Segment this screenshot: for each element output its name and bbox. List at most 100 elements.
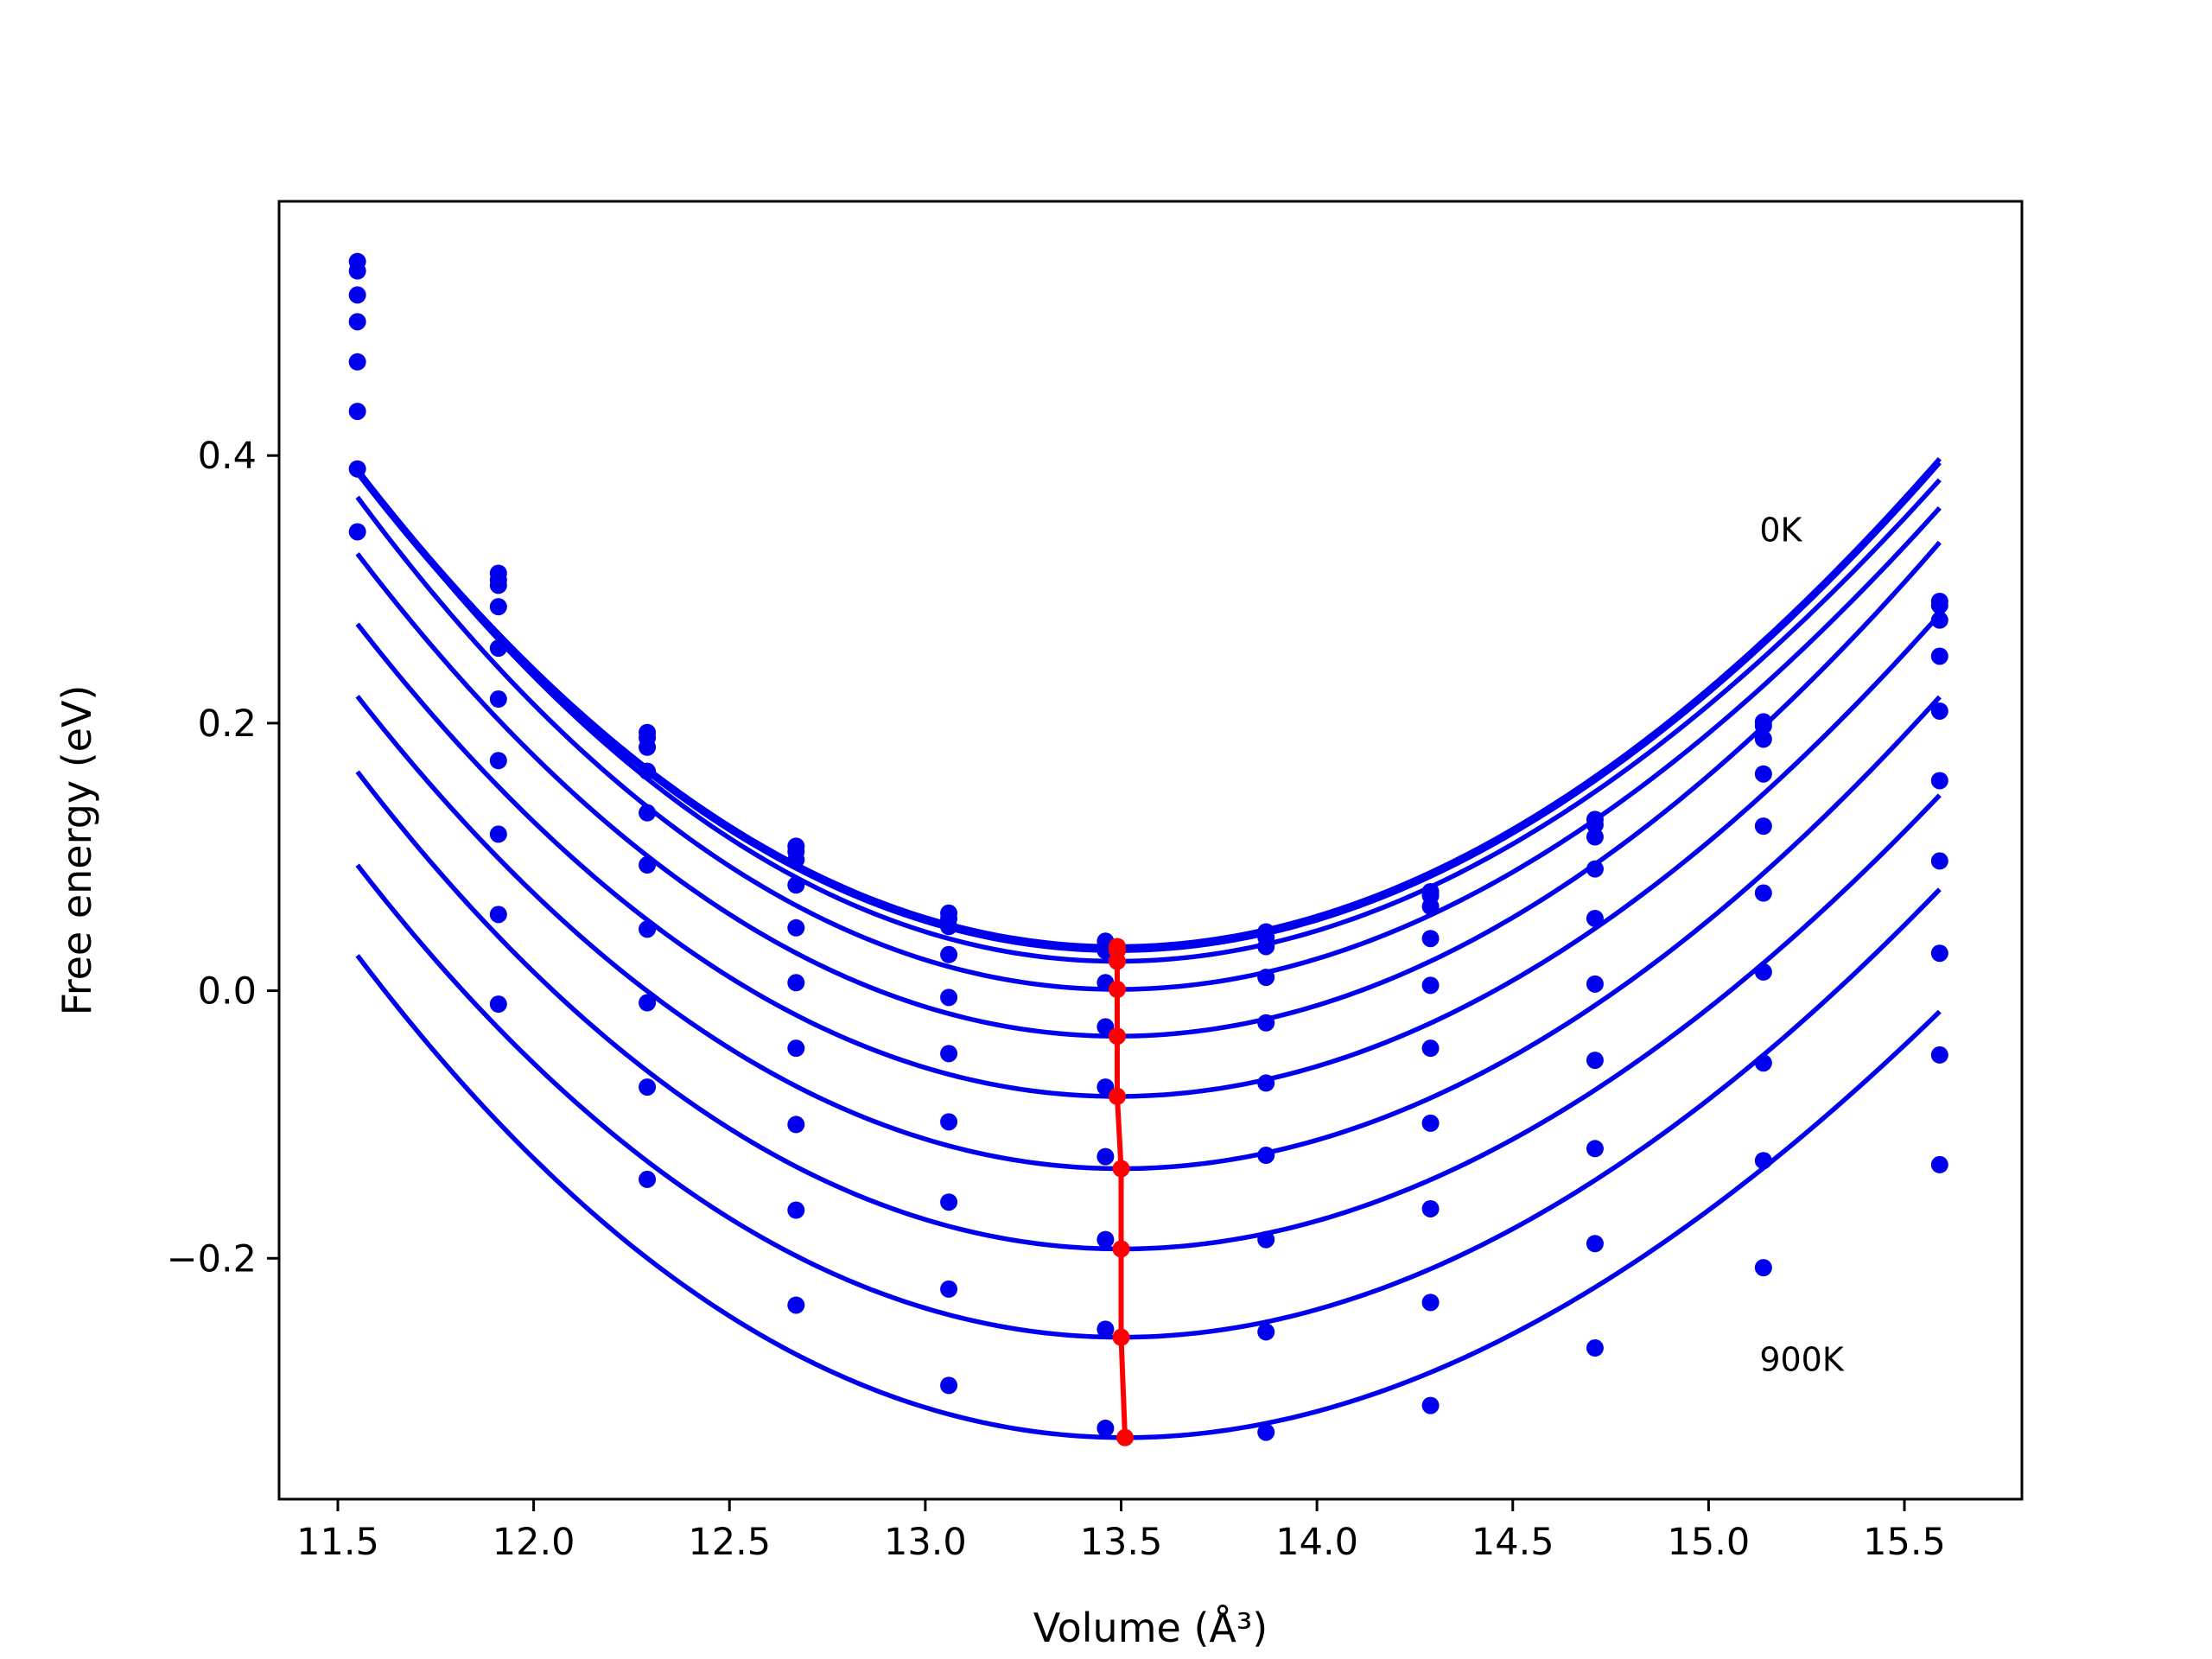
data-point-s8-5	[1096, 1320, 1115, 1338]
data-point-s8-7	[1421, 1294, 1440, 1312]
data-point-s9-10	[1930, 1155, 1948, 1173]
data-point-s6-8	[1586, 1052, 1604, 1070]
minimum-line-group	[1108, 938, 1135, 1446]
data-point-s4-0	[348, 353, 366, 371]
data-point-s4-5	[1096, 1018, 1115, 1036]
data-point-s5-8	[1586, 975, 1604, 993]
data-point-s4-8	[1586, 909, 1604, 927]
minimum-point-6	[1112, 1160, 1130, 1178]
data-point-s3-7	[1421, 930, 1440, 948]
x-tick-label-0: 11.5	[296, 1521, 379, 1564]
annotation-900k: 900K	[1759, 1340, 1845, 1378]
data-point-s8-3	[787, 1201, 805, 1219]
data-point-s3-4	[940, 945, 958, 963]
data-point-s9-3	[787, 1296, 805, 1314]
data-point-s5-7	[1421, 1039, 1440, 1058]
data-point-s4-7	[1421, 976, 1440, 995]
data-point-s2-8	[1586, 828, 1604, 846]
data-point-s7-9	[1754, 1054, 1772, 1072]
data-point-s6-3	[787, 1039, 805, 1058]
data-point-s2-6	[1257, 938, 1275, 956]
data-point-s7-1	[489, 825, 507, 843]
minimum-point-8	[1112, 1328, 1130, 1346]
data-point-s9-4	[940, 1376, 958, 1395]
minimum-point-4	[1108, 1027, 1126, 1046]
data-point-s2-0	[348, 286, 366, 304]
minimum-point-9	[1116, 1428, 1135, 1446]
data-point-s2-7	[1421, 898, 1440, 916]
data-point-s7-2	[639, 994, 657, 1012]
data-point-s5-4	[940, 1045, 958, 1063]
data-point-s6-1	[489, 752, 507, 770]
data-point-s1-10	[1930, 596, 1948, 614]
data-point-s9-7	[1421, 1396, 1440, 1414]
plot-frame	[277, 200, 2024, 1501]
data-point-s3-6	[1257, 969, 1275, 987]
data-point-s5-1	[489, 690, 507, 709]
fit-curve-9	[355, 954, 1942, 1440]
data-point-s3-8	[1586, 860, 1604, 878]
fit-curve-2	[355, 467, 1942, 964]
fit-curve-7	[355, 770, 1942, 1252]
x-axis-ticks: 11.5 12.0 12.5 13.0 13.5 14.0 14.5 15.0 15.5	[296, 1499, 1946, 1564]
data-point-s5-6	[1257, 1074, 1275, 1092]
fit-curve-8	[355, 863, 1942, 1340]
data-point-s3-1	[489, 598, 507, 616]
minimum-energy-line	[1114, 946, 1128, 1438]
y-tick-label-1: 0.0	[198, 970, 257, 1014]
data-point-s8-9	[1754, 1152, 1772, 1170]
data-point-s5-9	[1754, 884, 1772, 902]
data-point-s2-1	[489, 576, 507, 594]
data-point-s7-6	[1257, 1230, 1275, 1249]
data-point-s1-8	[1586, 816, 1604, 834]
fit-curve-3	[355, 495, 1942, 992]
data-point-s7-10	[1930, 944, 1948, 963]
data-point-s8-1	[489, 906, 507, 924]
y-axis-ticks: −0.2 0.0 0.2 0.4	[167, 435, 279, 1281]
data-point-s3-10	[1930, 647, 1948, 665]
x-tick-label-3: 13.0	[884, 1521, 967, 1564]
x-tick-label-5: 14.0	[1275, 1521, 1358, 1564]
data-point-s3-9	[1754, 765, 1772, 783]
data-point-s6-0	[348, 460, 366, 478]
data-point-s6-6	[1257, 1147, 1275, 1165]
x-tick-label-4: 13.5	[1080, 1521, 1163, 1564]
data-point-s4-9	[1754, 817, 1772, 836]
data-point-s3-0	[348, 313, 366, 331]
x-tick-label-1: 12.0	[493, 1521, 575, 1564]
data-point-s4-10	[1930, 702, 1948, 720]
data-point-s2-2	[639, 738, 657, 756]
data-point-s9-6	[1257, 1423, 1275, 1441]
y-tick-label-3: 0.4	[198, 435, 257, 478]
data-point-s5-2	[639, 856, 657, 874]
y-tick-label-2: 0.2	[198, 702, 257, 746]
data-point-s2-4	[940, 918, 958, 936]
data-point-s5-3	[787, 974, 805, 992]
data-point-s6-5	[1096, 1147, 1115, 1166]
fit-curve-6	[355, 695, 1942, 1172]
x-tick-label-2: 12.5	[688, 1521, 771, 1564]
fit-curve-4	[355, 540, 1942, 1039]
data-point-s7-3	[787, 1116, 805, 1134]
x-axis-label: Volume (Å³)	[1033, 1605, 1268, 1651]
y-axis-label: Free energy (eV)	[54, 685, 100, 1016]
data-point-s5-0	[348, 403, 366, 421]
data-point-s2-9	[1754, 730, 1772, 748]
data-point-s9-8	[1586, 1339, 1604, 1357]
data-point-s1-9	[1754, 716, 1772, 734]
data-points-group	[348, 252, 1948, 1441]
data-point-s2-10	[1930, 611, 1948, 629]
data-point-s4-3	[787, 918, 805, 937]
x-tick-label-8: 15.5	[1863, 1521, 1946, 1564]
x-tick-label-6: 14.5	[1471, 1521, 1554, 1564]
data-point-s7-4	[940, 1193, 958, 1211]
data-point-s6-7	[1421, 1114, 1440, 1132]
data-point-s7-5	[1096, 1230, 1115, 1249]
fit-curve-0	[355, 456, 1942, 950]
data-point-s6-4	[940, 1113, 958, 1131]
data-point-s4-2	[639, 804, 657, 822]
data-point-s6-9	[1754, 963, 1772, 981]
x-tick-label-7: 15.0	[1668, 1521, 1751, 1564]
